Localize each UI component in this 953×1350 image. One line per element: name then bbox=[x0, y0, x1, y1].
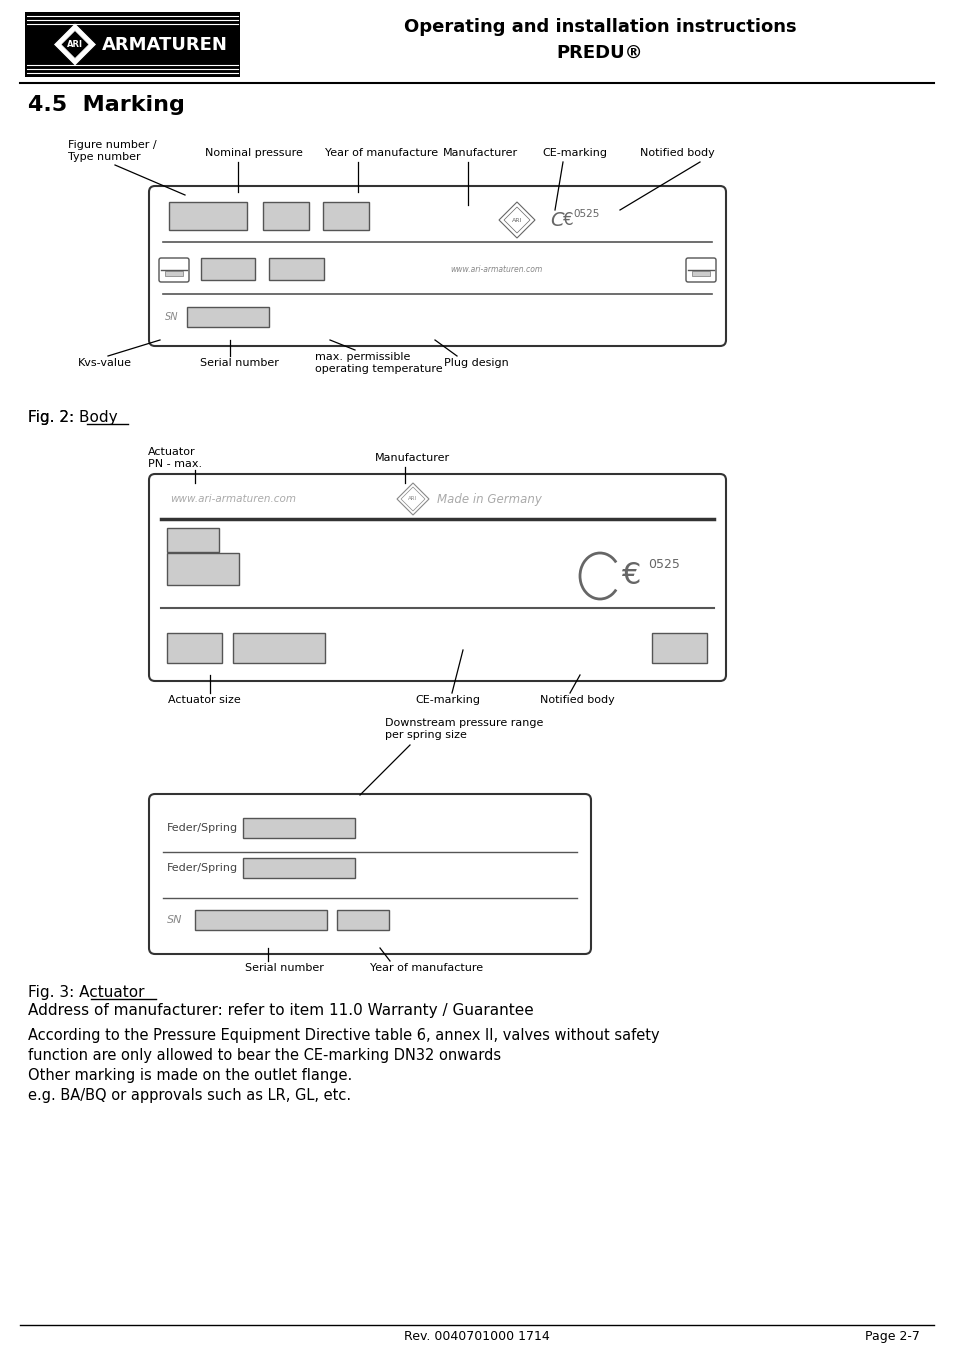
Text: Fig. 2:: Fig. 2: bbox=[28, 410, 79, 425]
Text: Notified body: Notified body bbox=[539, 695, 614, 705]
Text: Kvs-value: Kvs-value bbox=[78, 358, 132, 369]
Bar bbox=[169, 202, 247, 230]
Text: Feder/Spring: Feder/Spring bbox=[167, 863, 238, 873]
Text: 0525: 0525 bbox=[647, 558, 679, 571]
Text: www.ari-armaturen.com: www.ari-armaturen.com bbox=[170, 494, 295, 504]
Bar bbox=[263, 202, 309, 230]
Bar bbox=[233, 633, 325, 663]
Text: €: € bbox=[621, 562, 640, 590]
Bar bbox=[194, 910, 327, 930]
Text: Actuator: Actuator bbox=[148, 447, 195, 458]
Text: Notified body: Notified body bbox=[639, 148, 714, 158]
Bar bbox=[336, 910, 389, 930]
FancyBboxPatch shape bbox=[149, 474, 725, 680]
Text: PREDU®: PREDU® bbox=[557, 45, 642, 62]
Text: C: C bbox=[550, 211, 563, 230]
Text: www.ari-armaturen.com: www.ari-armaturen.com bbox=[450, 266, 541, 274]
Text: Page 2-7: Page 2-7 bbox=[864, 1330, 919, 1343]
Text: SN: SN bbox=[165, 312, 178, 323]
Text: Fig. 2: Body: Fig. 2: Body bbox=[28, 410, 117, 425]
Bar bbox=[165, 271, 183, 275]
Text: CE-marking: CE-marking bbox=[415, 695, 479, 705]
Polygon shape bbox=[53, 23, 97, 66]
Text: operating temperature: operating temperature bbox=[314, 364, 442, 374]
Text: According to the Pressure Equipment Directive table 6, annex II, valves without : According to the Pressure Equipment Dire… bbox=[28, 1027, 659, 1044]
Text: Operating and installation instructions: Operating and installation instructions bbox=[403, 18, 796, 36]
Text: Other marking is made on the outlet flange.: Other marking is made on the outlet flan… bbox=[28, 1068, 352, 1083]
Text: SN: SN bbox=[167, 915, 182, 925]
Text: Feder/Spring: Feder/Spring bbox=[167, 824, 238, 833]
Text: ARI: ARI bbox=[67, 40, 83, 49]
Text: ARI: ARI bbox=[408, 497, 417, 501]
Text: per spring size: per spring size bbox=[385, 730, 466, 740]
Text: Rev. 0040701000 1714: Rev. 0040701000 1714 bbox=[404, 1330, 549, 1343]
Text: Nominal pressure: Nominal pressure bbox=[205, 148, 302, 158]
Bar bbox=[167, 633, 222, 663]
Text: Manufacturer: Manufacturer bbox=[442, 148, 517, 158]
Text: function are only allowed to bear the CE-marking DN32 onwards: function are only allowed to bear the CE… bbox=[28, 1048, 500, 1062]
Text: CE-marking: CE-marking bbox=[541, 148, 606, 158]
Text: Actuator size: Actuator size bbox=[168, 695, 240, 705]
Text: Made in Germany: Made in Germany bbox=[436, 493, 541, 505]
FancyBboxPatch shape bbox=[159, 258, 189, 282]
Text: €: € bbox=[562, 211, 573, 230]
Bar bbox=[167, 554, 239, 585]
Polygon shape bbox=[61, 31, 89, 58]
Text: Year of manufacture: Year of manufacture bbox=[325, 148, 437, 158]
Text: ARI: ARI bbox=[511, 217, 521, 223]
Bar bbox=[651, 633, 706, 663]
Text: 4.5  Marking: 4.5 Marking bbox=[28, 95, 185, 115]
Text: Serial number: Serial number bbox=[200, 358, 278, 369]
Text: e.g. BA/BQ or approvals such as LR, GL, etc.: e.g. BA/BQ or approvals such as LR, GL, … bbox=[28, 1088, 351, 1103]
Text: Plug design: Plug design bbox=[443, 358, 508, 369]
Bar bbox=[201, 258, 254, 279]
Text: Serial number: Serial number bbox=[245, 963, 323, 973]
Bar bbox=[269, 258, 324, 279]
Text: max. permissible: max. permissible bbox=[314, 352, 410, 362]
Bar bbox=[25, 12, 240, 77]
Text: Fig. 3: Actuator: Fig. 3: Actuator bbox=[28, 986, 144, 1000]
Text: Figure number /: Figure number / bbox=[68, 140, 156, 150]
FancyBboxPatch shape bbox=[149, 186, 725, 346]
Bar bbox=[167, 528, 219, 552]
Text: Downstream pressure range: Downstream pressure range bbox=[385, 718, 543, 728]
Text: ARMATUREN: ARMATUREN bbox=[102, 35, 228, 54]
Bar bbox=[243, 859, 355, 878]
FancyBboxPatch shape bbox=[149, 794, 590, 954]
Bar bbox=[187, 306, 269, 327]
FancyBboxPatch shape bbox=[685, 258, 716, 282]
Text: Manufacturer: Manufacturer bbox=[375, 454, 450, 463]
Text: PN - max.: PN - max. bbox=[148, 459, 202, 468]
Bar bbox=[323, 202, 369, 230]
Text: Address of manufacturer: refer to item 11.0 Warranty / Guarantee: Address of manufacturer: refer to item 1… bbox=[28, 1003, 533, 1018]
Bar bbox=[691, 271, 709, 275]
Text: 0525: 0525 bbox=[573, 209, 598, 219]
Text: Type number: Type number bbox=[68, 153, 140, 162]
Bar bbox=[243, 818, 355, 838]
Text: Year of manufacture: Year of manufacture bbox=[370, 963, 482, 973]
